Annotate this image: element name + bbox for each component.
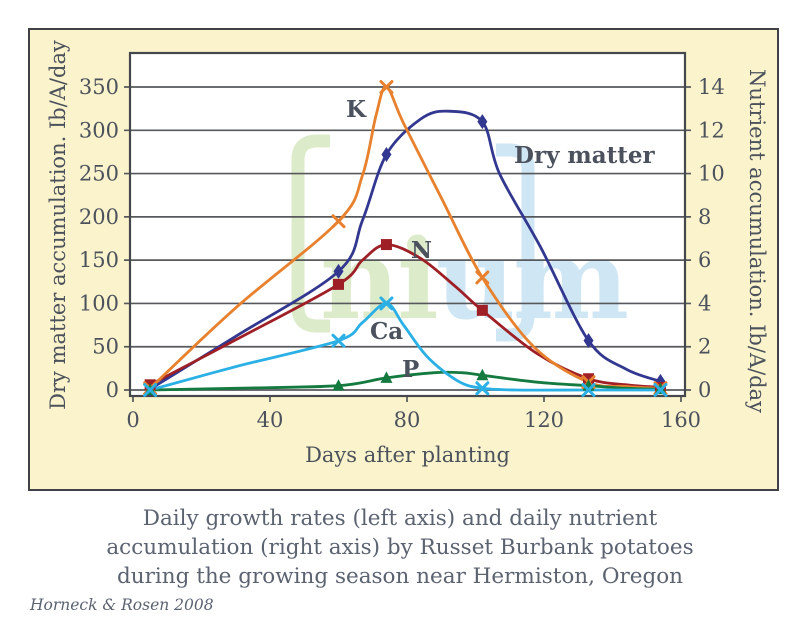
series-label-n: N <box>411 237 432 264</box>
marker-p-icon <box>380 371 393 383</box>
marker-ca-icon <box>143 383 158 397</box>
right-tick-label: 12 <box>698 118 725 142</box>
caption-line-1: Daily growth rates (left axis) and daily… <box>142 506 658 531</box>
right-tick-label: 2 <box>698 335 711 359</box>
marker-n-icon <box>476 304 488 316</box>
right-tick-label: 14 <box>698 75 725 99</box>
left-tick-label: 300 <box>79 118 119 142</box>
series-label-ca: Ca <box>370 318 403 345</box>
right-tick-label: 6 <box>698 248 711 272</box>
marker-dry-matter-icon <box>477 114 488 130</box>
x-tick-label: 0 <box>126 408 139 432</box>
left-tick-label: 50 <box>92 335 119 359</box>
right-tick-label: 8 <box>698 205 711 229</box>
marker-n-icon <box>583 373 595 385</box>
series-label-p: P <box>402 356 419 383</box>
left-tick-label: 100 <box>79 291 119 315</box>
marker-k-icon <box>475 270 490 285</box>
marker-n-icon <box>333 278 344 290</box>
series-label-dry-matter: Dry matter <box>514 142 656 169</box>
marker-ca-icon <box>581 383 596 397</box>
attribution-text: Horneck & Rosen 2008 <box>30 596 214 614</box>
right-tick-label: 10 <box>698 162 725 186</box>
left-tick-label: 250 <box>79 162 119 186</box>
left-tick-label: 200 <box>79 205 119 229</box>
right-tick-label: 0 <box>698 378 711 402</box>
plot-frame <box>128 51 687 398</box>
caption-line-2: accumulation (right axis) by Russet Burb… <box>106 535 694 560</box>
right-tick-label: 4 <box>698 291 711 315</box>
marker-dry-matter-icon <box>333 263 344 279</box>
watermark-bracket-right-icon <box>496 143 535 342</box>
x-axis-title: Days after planting <box>305 443 510 467</box>
chart-plot-area: nium 0 50 100 150 200 250 300 350 0 2 4 6 8 10 12 14 0 40 8… <box>79 51 725 432</box>
marker-ca-icon <box>475 381 490 396</box>
x-tick-label: 80 <box>394 408 421 432</box>
watermark-text: nium <box>320 215 627 344</box>
left-tick-label: 150 <box>79 248 119 272</box>
marker-n-icon <box>380 239 392 251</box>
x-tick-label: 160 <box>661 408 701 432</box>
marker-ca-icon <box>331 333 346 348</box>
marker-ca-icon <box>379 296 394 311</box>
caption-line-3: during the growing season near Hermiston… <box>116 564 684 589</box>
watermark-bracket-left-icon <box>291 134 330 333</box>
plot-background <box>130 53 685 396</box>
marker-k-icon <box>331 214 346 229</box>
figure-panel: nium 0 50 100 150 200 250 300 350 0 2 4 6 8 10 12 14 0 40 8… <box>28 28 779 491</box>
series-line-ca <box>148 302 662 392</box>
series-line-dry-matter <box>148 109 662 391</box>
x-tick-label: 40 <box>257 408 284 432</box>
marker-dry-matter-icon <box>583 333 594 349</box>
marker-p-icon <box>476 368 489 381</box>
right-axis-title: Nutrient accumulation. Ib/A/day <box>745 69 769 413</box>
marker-dry-matter-icon <box>381 147 392 163</box>
left-axis-title: Dry matter accumulation. Ib/A/day <box>46 40 70 410</box>
marker-p-icon <box>332 379 345 391</box>
series-label-k: K <box>346 96 367 123</box>
figure-caption: Daily growth rates (left axis) and daily… <box>0 504 800 591</box>
left-tick-label: 350 <box>79 75 119 99</box>
series-line-k <box>148 85 662 390</box>
x-tick-label: 120 <box>524 408 564 432</box>
marker-k-icon <box>379 80 394 95</box>
left-tick-label: 0 <box>106 378 119 402</box>
series-line-p <box>148 370 662 392</box>
marker-ca-icon <box>653 383 668 397</box>
